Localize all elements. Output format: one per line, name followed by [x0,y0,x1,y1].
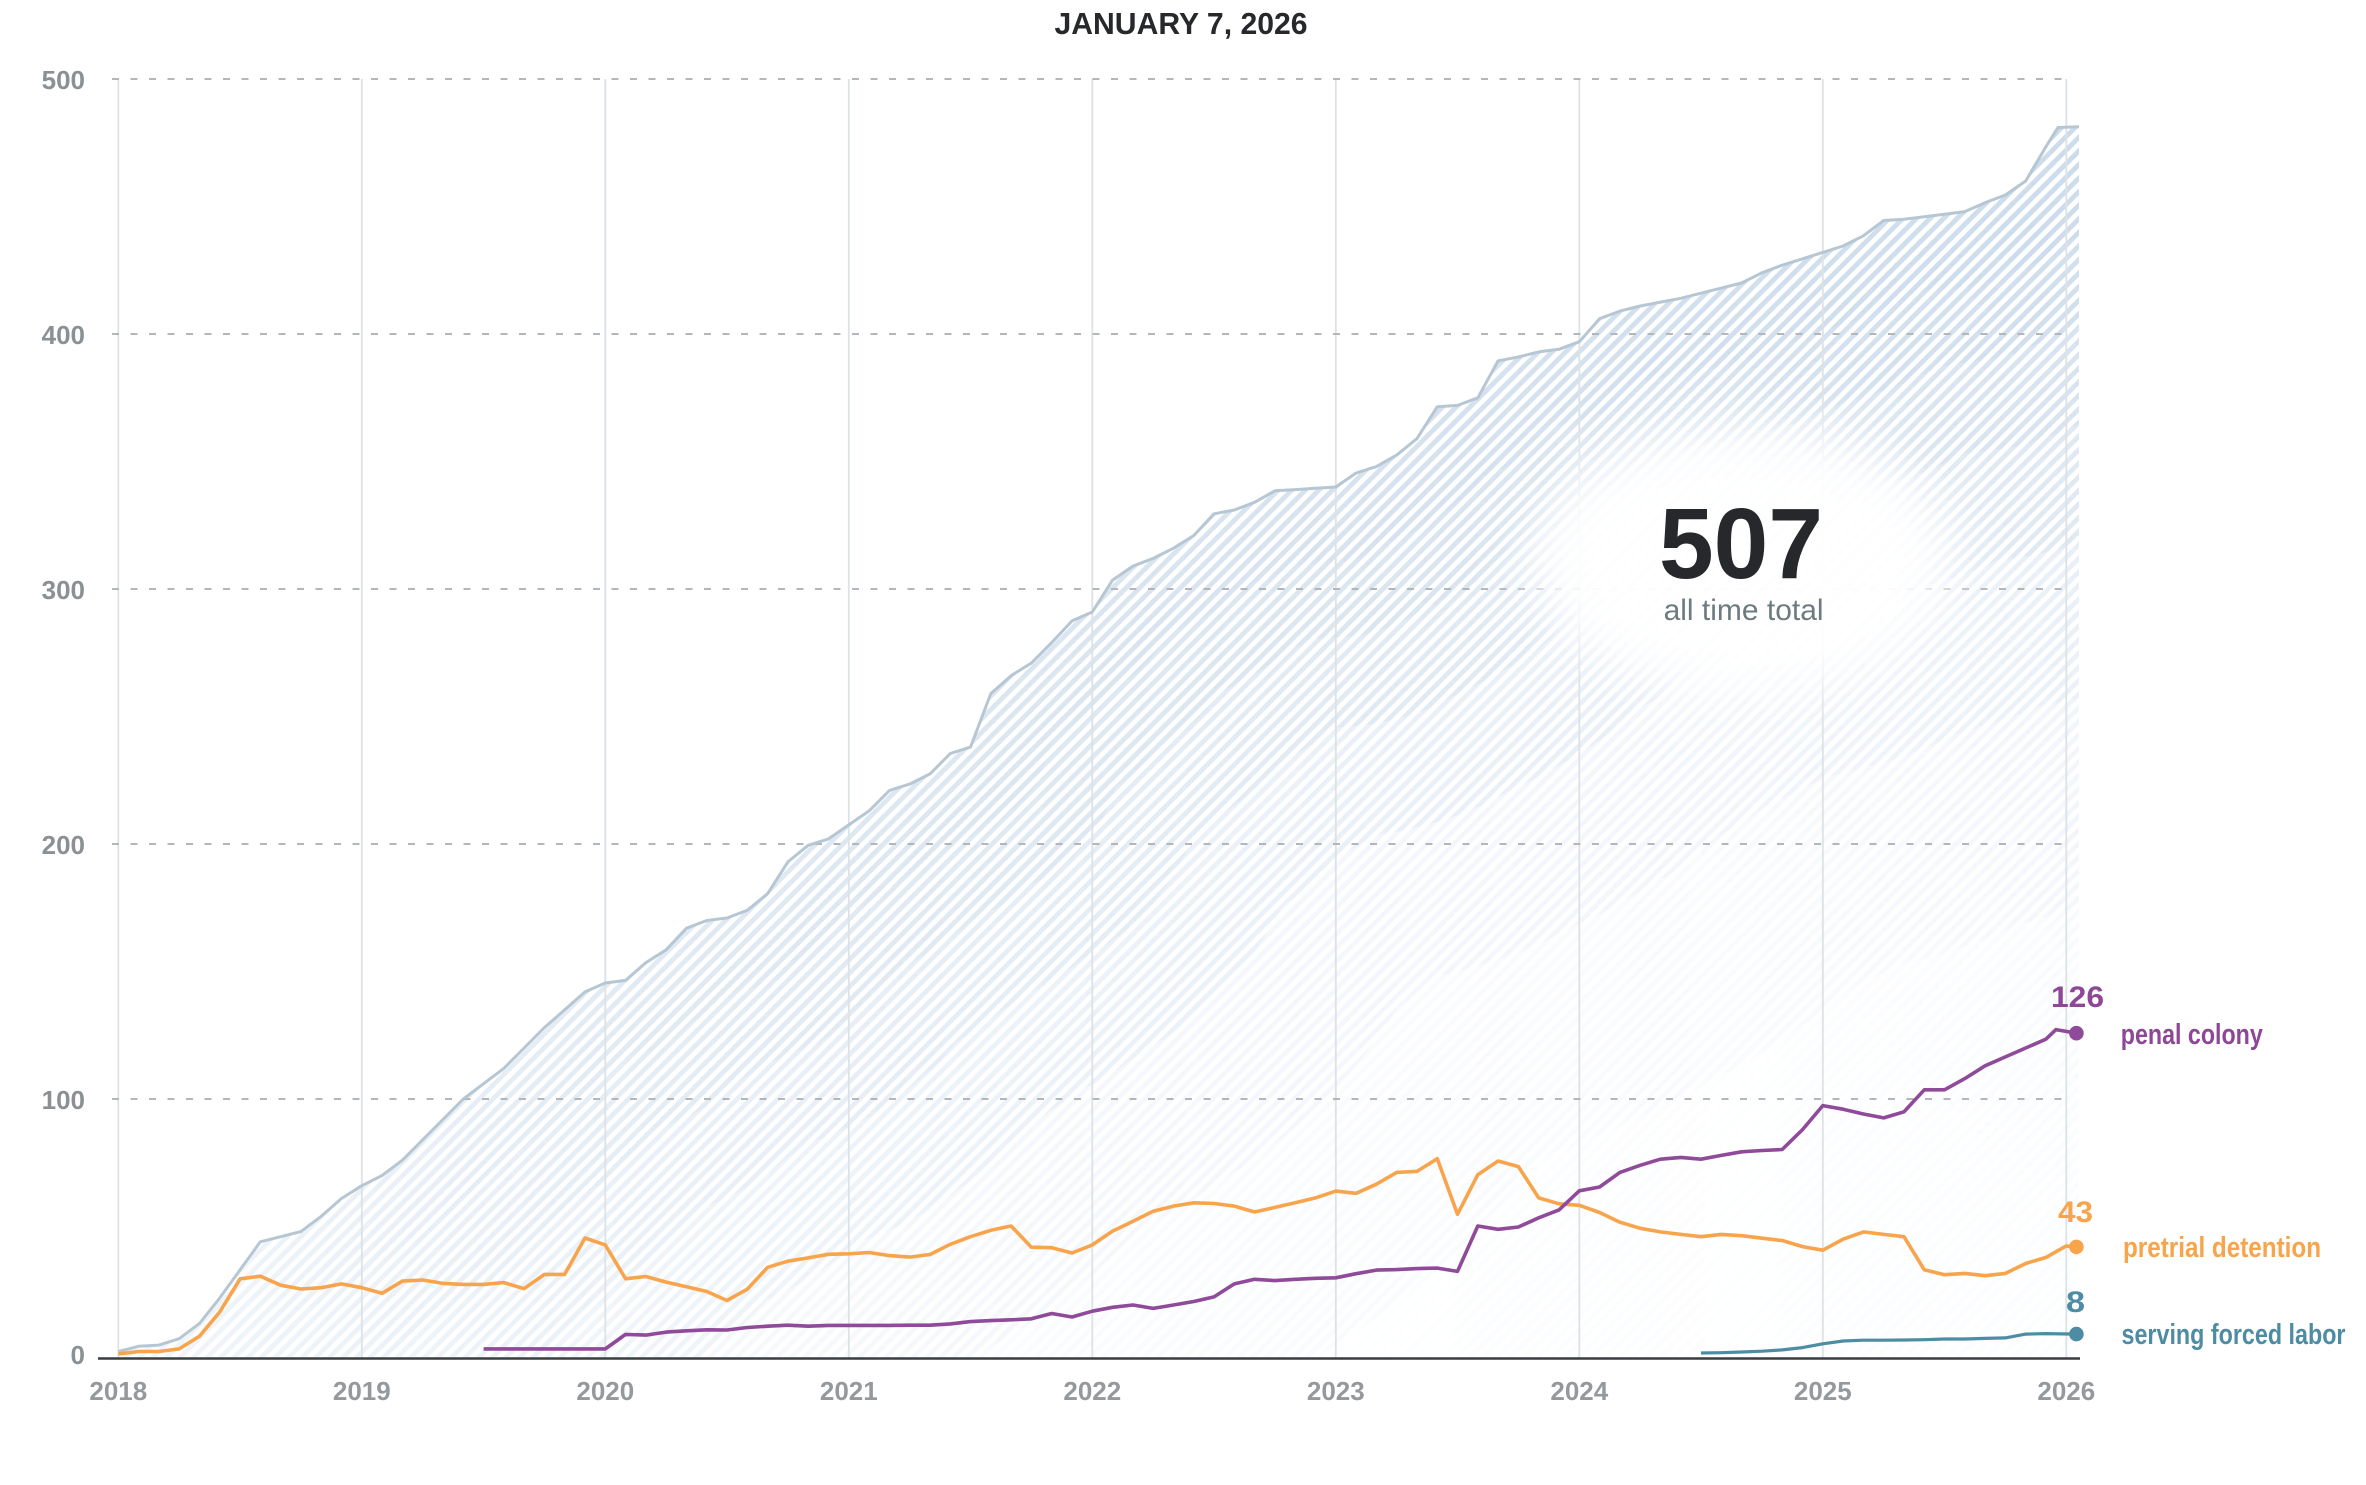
svg-text:43: 43 [2058,1196,2093,1229]
svg-text:0: 0 [71,1340,85,1370]
svg-text:2025: 2025 [1794,1376,1852,1406]
svg-text:100: 100 [42,1085,85,1115]
svg-text:2024: 2024 [1550,1376,1608,1406]
svg-text:serving forced labor: serving forced labor [2122,1319,2346,1351]
svg-text:300: 300 [42,575,85,605]
svg-text:8: 8 [2066,1286,2085,1319]
svg-text:507: 507 [1659,488,1823,600]
svg-text:126: 126 [2051,981,2104,1014]
svg-text:2018: 2018 [89,1376,147,1406]
svg-text:2020: 2020 [576,1376,634,1406]
svg-text:400: 400 [42,320,85,350]
svg-text:2026: 2026 [2037,1376,2095,1406]
svg-text:500: 500 [42,65,85,95]
svg-text:pretrial detention: pretrial detention [2123,1232,2321,1264]
svg-text:2023: 2023 [1307,1376,1365,1406]
svg-text:2021: 2021 [820,1376,878,1406]
svg-text:penal colony: penal colony [2121,1019,2263,1051]
svg-text:JANUARY 7, 2026: JANUARY 7, 2026 [1055,6,1308,41]
svg-text:200: 200 [42,830,85,860]
svg-text:all time total: all time total [1664,594,1824,627]
svg-text:2019: 2019 [333,1376,391,1406]
svg-text:2022: 2022 [1063,1376,1121,1406]
